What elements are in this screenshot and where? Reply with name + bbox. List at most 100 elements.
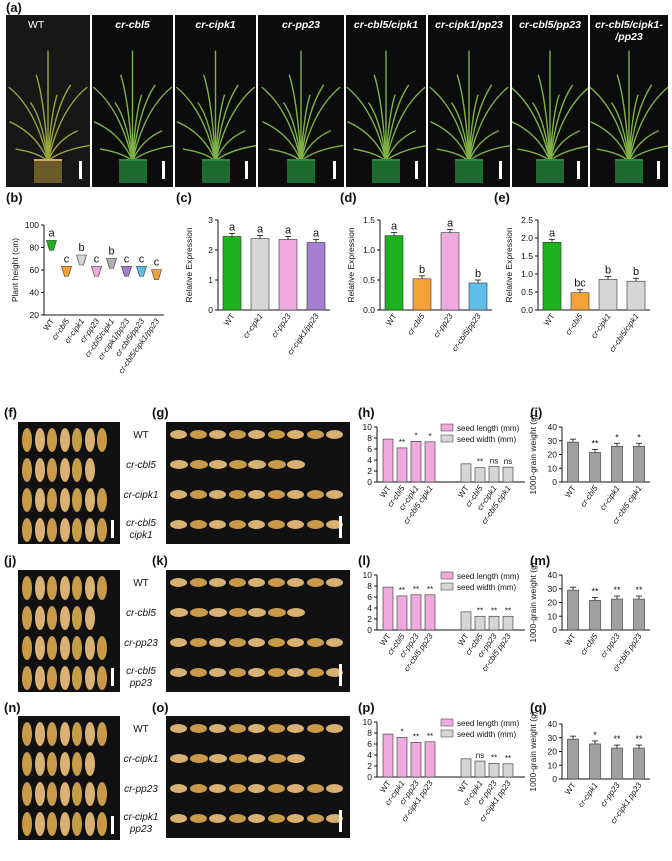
seed [84,722,95,746]
seed [326,814,343,823]
x-tick-label: cr-cipk1 [589,312,612,340]
y-tick-label: 0.5 [521,287,533,297]
leaf [537,74,551,162]
seed [267,784,285,793]
bar [633,445,645,483]
panel-label-i: (i) [530,405,543,420]
leaf [120,74,134,162]
significance-mark: ** [635,734,643,744]
seed [84,666,95,690]
bar [410,440,422,483]
y-tick-label: 0 [208,305,213,315]
seed [72,458,82,482]
y-tick-label: 20 [548,598,558,608]
seed [326,638,343,647]
plant-leaves [512,50,588,162]
panel-label-k: (k) [152,553,168,568]
bar [502,466,514,483]
scale-bar [339,810,342,832]
seed [72,812,82,836]
seed [34,722,45,746]
seed [209,520,226,529]
seed [84,606,95,630]
bar [396,595,408,631]
panel-label-g: (g) [152,405,169,420]
data-point [76,254,87,266]
y-tick-label: 1.5 [521,251,533,261]
leaf [176,121,217,162]
seed [209,814,226,823]
seed [209,754,227,763]
seed [84,812,95,836]
leaf [549,87,588,162]
seed [170,724,187,733]
leaf [468,130,499,162]
x-tick-label: WT [222,312,237,327]
leaf [385,86,426,162]
significance-letter: a [285,225,292,237]
legend-label: seed length (mm) [457,719,520,728]
leaf [300,86,341,162]
bar [460,611,472,631]
seed-row-label: cr-pp23 [124,784,158,795]
seed [47,458,57,482]
y-tick-label: 40 [548,422,558,432]
y-axis-label: Relative Expression [504,227,514,302]
y-tick-label: 1.0 [363,245,375,255]
seed [47,636,57,660]
seed [228,814,246,823]
y-axis-label: 1000-grain weight (g) [528,414,538,494]
data-point [91,265,102,277]
seed [287,724,304,733]
leaf [261,86,302,162]
significance-mark: ns [476,751,484,760]
seed-row-label: cr-cipk1 pp23 [123,812,159,835]
bar [412,278,432,311]
bar [502,615,514,631]
significance-mark: ** [491,753,497,762]
bar [468,282,488,311]
seed [287,490,304,499]
seed [97,782,107,806]
scale-bar [339,516,342,538]
significance-letter: b [108,245,114,257]
bar [488,615,500,631]
x-tick-label: cr-cbl5/pp23 [450,312,483,354]
legend-swatch [440,718,454,727]
significance-mark: * [414,431,417,440]
seed [326,668,343,677]
y-tick-label: 10 [548,611,558,621]
seed [47,722,57,746]
seed [267,724,285,733]
bar [567,589,579,631]
leaf [385,130,416,162]
y-tick-label: 0 [367,477,372,487]
significance-mark: ns [490,457,498,466]
seed [209,668,226,677]
seed [209,638,226,647]
seed [59,428,70,452]
seed [59,576,70,600]
y-tick-label: 8 [367,728,372,738]
x-tick-label: cr-cbl5 [564,312,585,337]
seed [97,722,107,746]
seed [248,460,266,469]
significance-mark: ** [591,586,599,596]
seed [34,488,45,512]
panel-label-l: (l) [358,553,371,568]
seed [84,458,95,482]
significance-mark: ** [399,586,405,595]
leaf [47,86,88,162]
scale-bar [79,161,82,179]
plant-leaves [261,50,344,162]
scale-bar [577,161,580,179]
bar [424,594,436,631]
leaf [549,130,580,162]
bar [567,441,579,483]
panel-label-c: (c) [176,190,192,205]
bar [460,758,472,778]
seed [228,490,246,499]
